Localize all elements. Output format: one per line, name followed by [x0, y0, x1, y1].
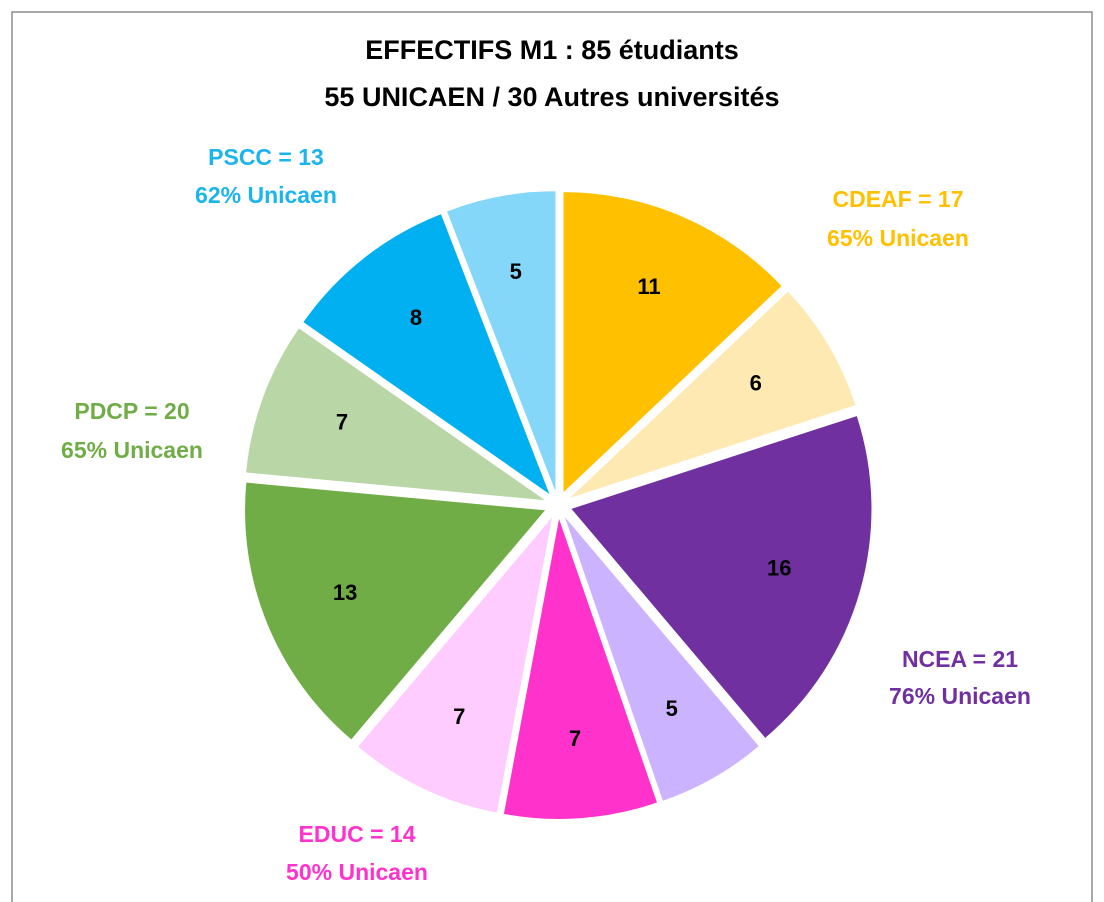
chart-title: EFFECTIFS M1 : 85 étudiants [365, 35, 739, 65]
pie-slice [563, 192, 782, 493]
slice-label: 8 [410, 305, 422, 330]
chart-subtitle: 55 UNICAEN / 30 Autres universités [324, 82, 779, 112]
group-sublabel: 65% Unicaen [61, 437, 203, 463]
pie-slice [564, 517, 759, 801]
slice-label: 13 [333, 580, 357, 605]
group-label: EDUC = 14 [299, 821, 416, 847]
pie-slice [570, 291, 856, 498]
slice-label: 7 [453, 704, 465, 729]
slice-label: 16 [767, 555, 791, 580]
slice-label: 7 [336, 410, 348, 435]
slice-label: 6 [750, 370, 762, 395]
group-label: PSCC = 13 [208, 144, 324, 170]
pie-slice [571, 416, 872, 738]
slice-label: 5 [510, 259, 522, 284]
group-sublabel: 50% Unicaen [286, 859, 428, 885]
pie-slice [358, 517, 552, 813]
group-sublabel: 76% Unicaen [889, 683, 1031, 709]
group-sublabel: 65% Unicaen [827, 225, 969, 251]
pie-slice [447, 191, 556, 492]
group-sublabel: 62% Unicaen [195, 182, 337, 208]
pie-slice [503, 518, 657, 819]
group-label: PDCP = 20 [74, 398, 189, 424]
slice-label: 11 [637, 274, 660, 299]
slice-label: 5 [666, 696, 678, 721]
group-label: NCEA = 21 [902, 646, 1018, 672]
slice-label: 7 [569, 726, 581, 751]
group-label: CDEAF = 17 [832, 186, 963, 212]
pie-slice [303, 214, 550, 494]
pie-slice [245, 482, 546, 740]
pie-slice [246, 328, 545, 501]
